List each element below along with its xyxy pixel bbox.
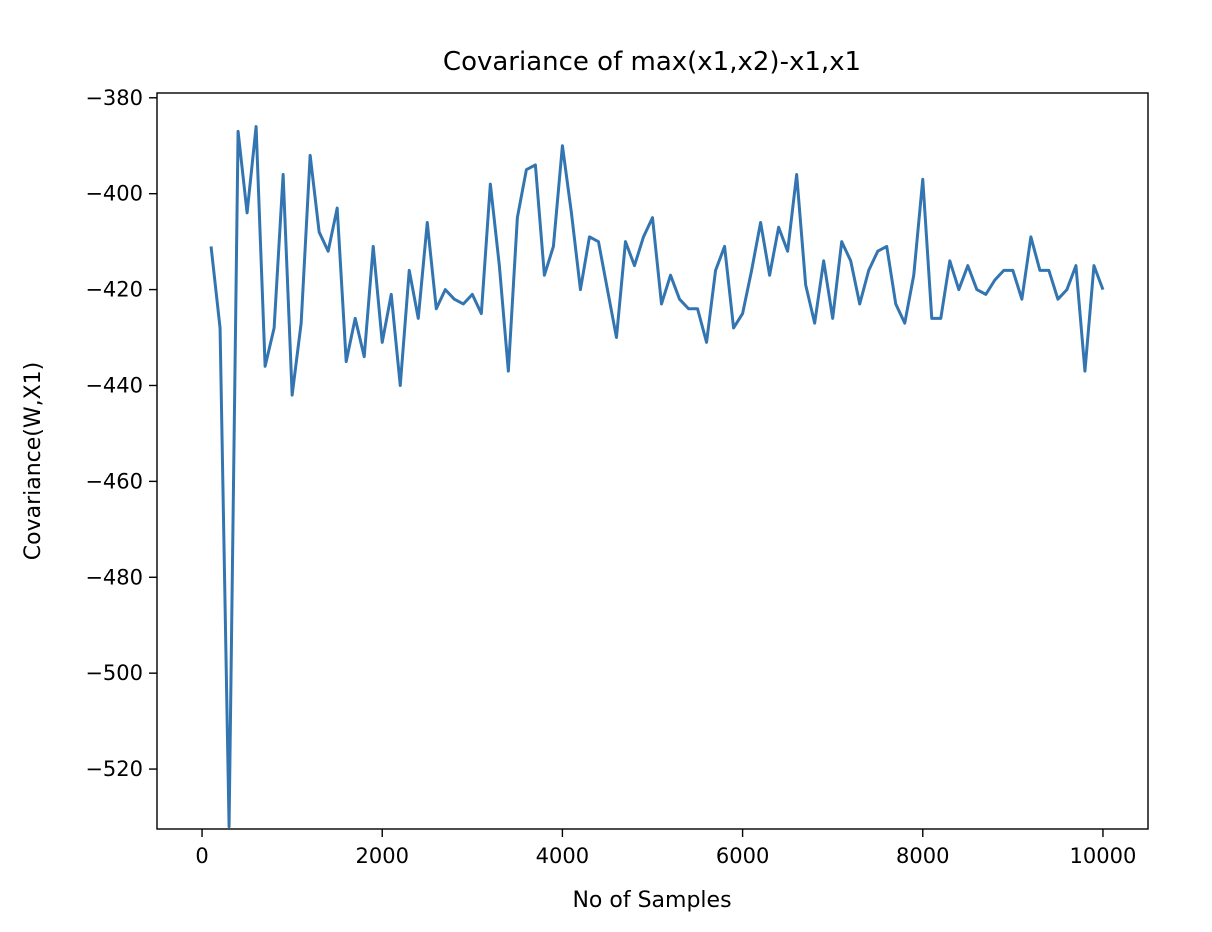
x-tick-label: 0 [195,844,208,868]
x-tick-label: 8000 [896,844,949,868]
y-axis: −380 −400 −420 −440 −460 −480 −500 −520 [85,86,157,781]
y-tick-label: −440 [85,373,143,397]
chart-title: Covariance of max(x1,x2)-x1,x1 [443,47,861,77]
y-tick-label: −380 [85,86,143,110]
x-tick-label: 4000 [536,844,589,868]
series-layer [209,125,1105,829]
y-tick-label: −500 [85,661,143,685]
y-tick-label: −480 [85,565,143,589]
y-axis-title: Covariance(W,X1) [21,362,46,561]
series-line-0 [209,125,1105,829]
x-tick-label: 10000 [1070,844,1137,868]
x-axis-title: No of Samples [572,888,731,913]
x-tick-label: 6000 [716,844,769,868]
plot-frame [156,92,1149,830]
x-axis: 0 2000 4000 6000 8000 10000 [195,829,1136,868]
y-tick-label: −400 [85,182,143,206]
y-tick-label: −420 [85,278,143,302]
plot-area [156,92,1149,830]
y-tick-label: −460 [85,469,143,493]
x-tick-label: 2000 [356,844,409,868]
y-tick-label: −520 [85,757,143,781]
